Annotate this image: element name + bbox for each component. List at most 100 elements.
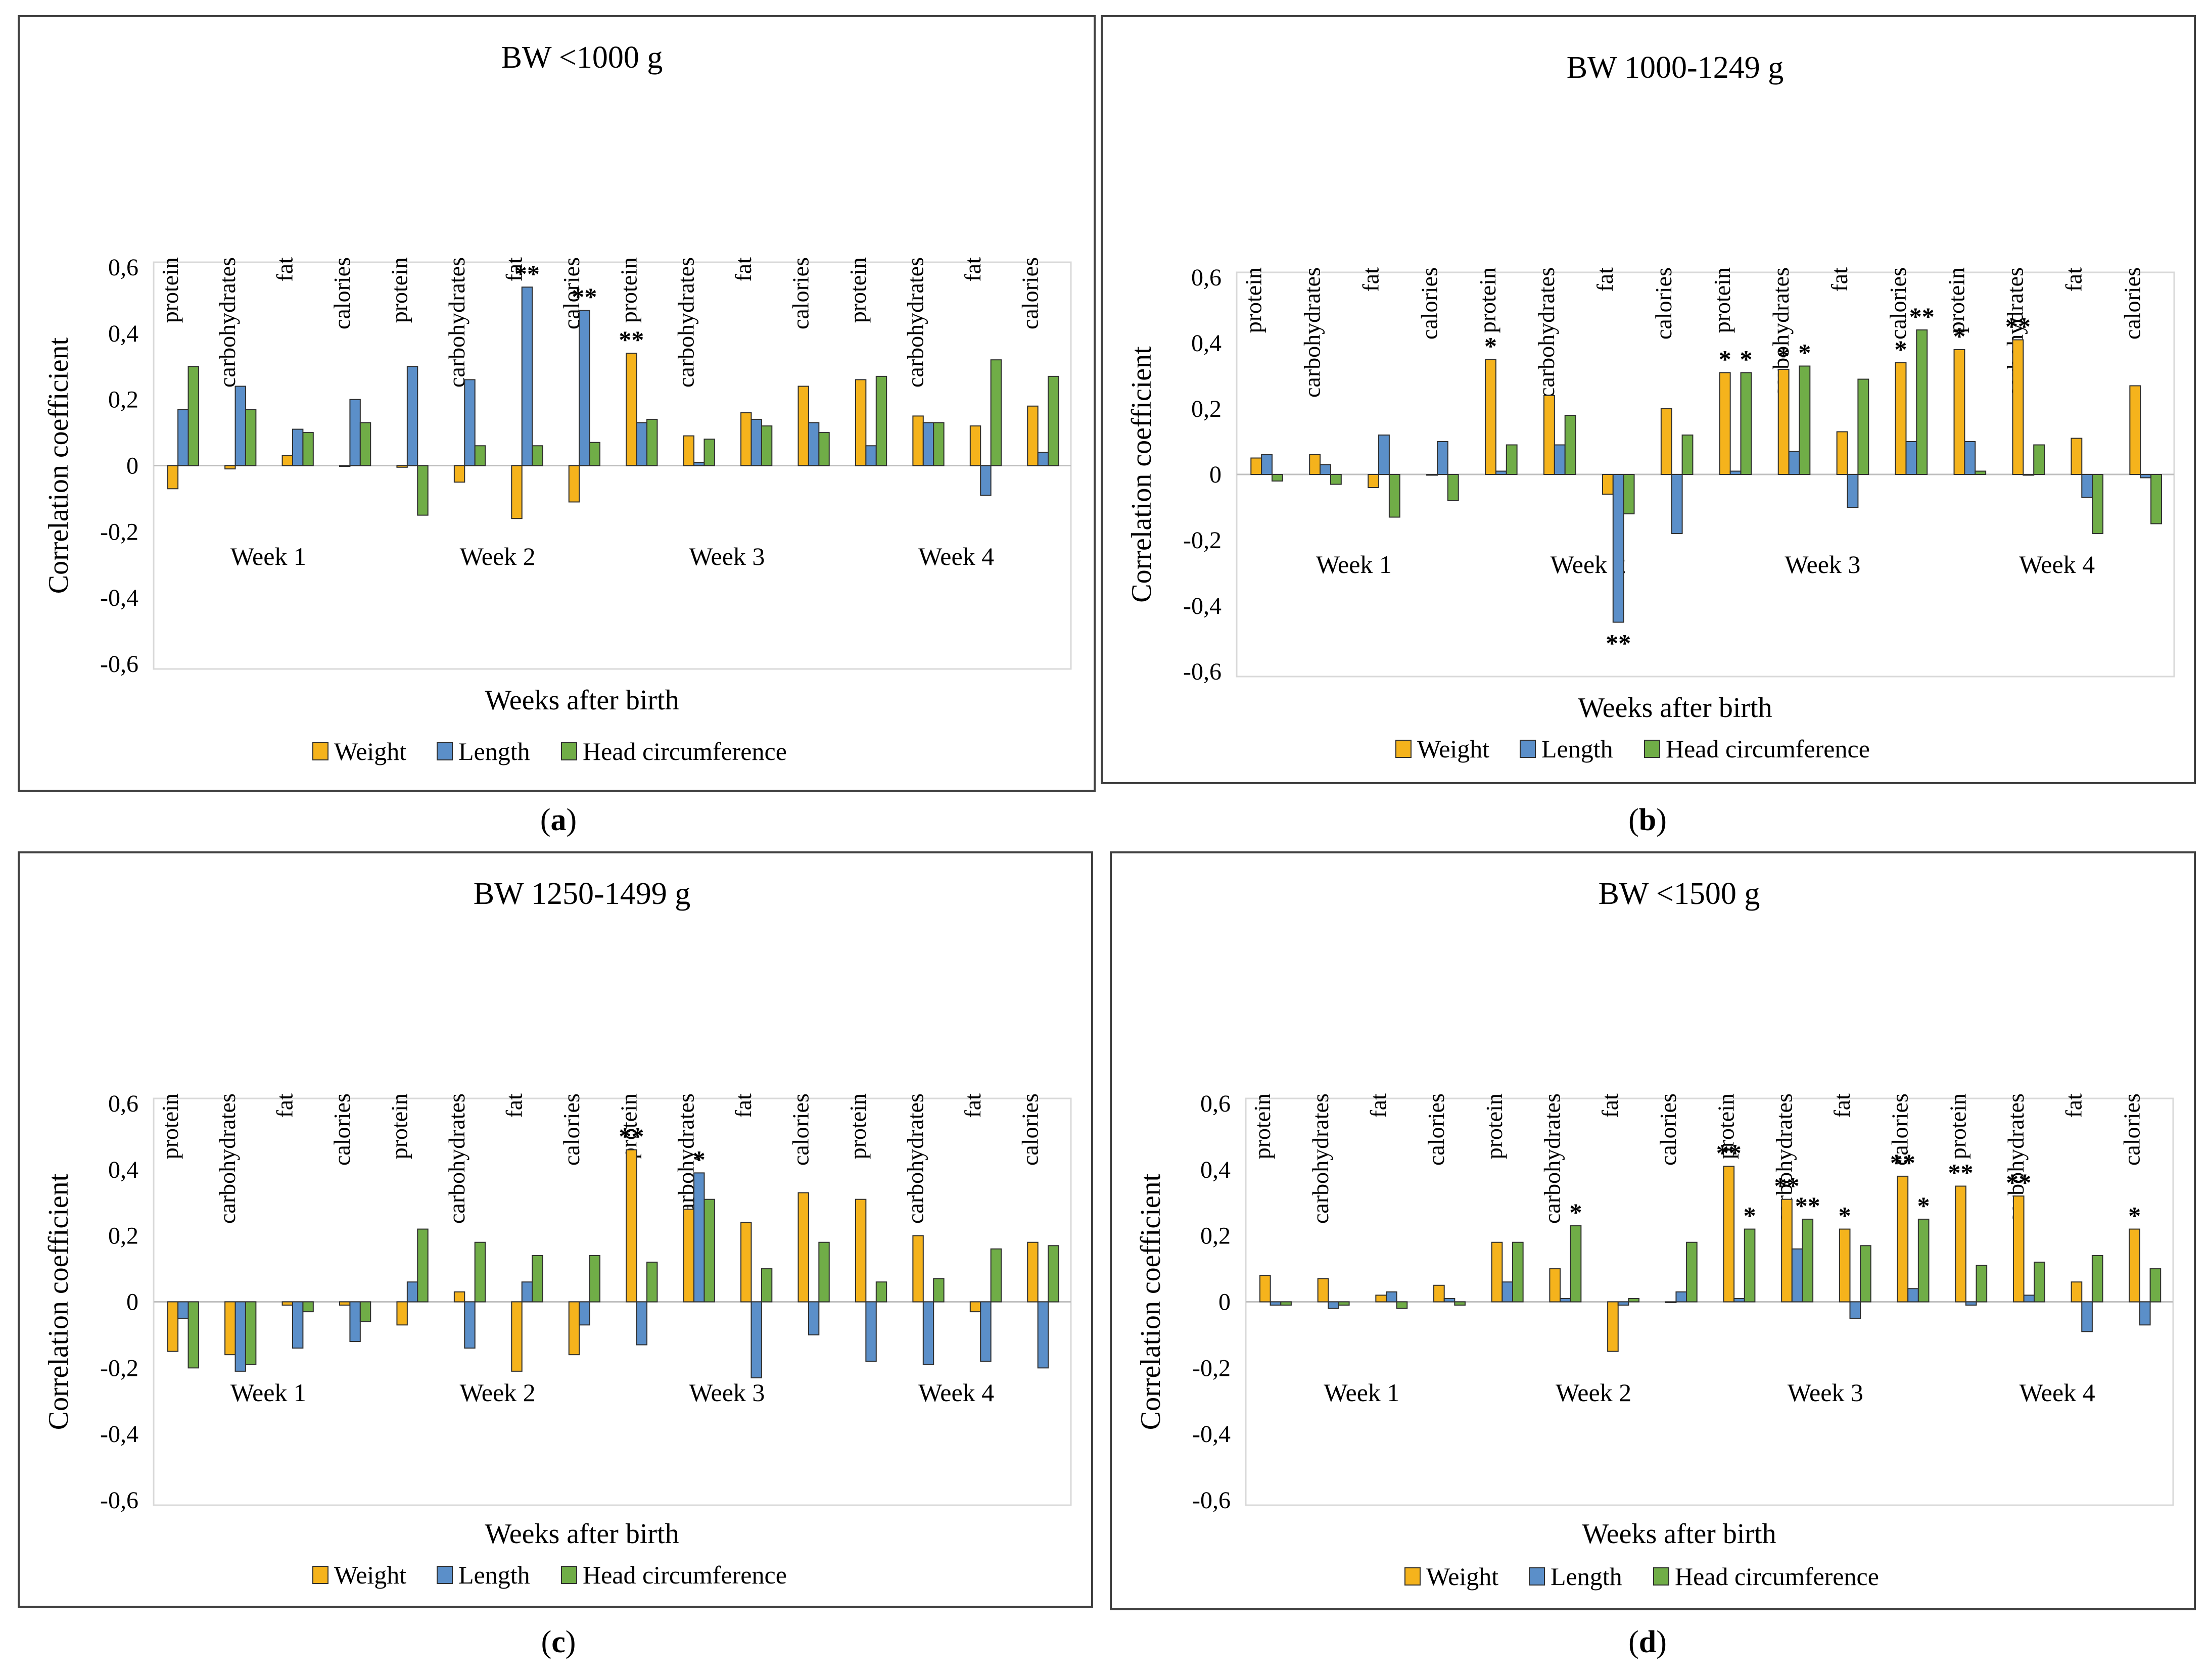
bar-head-circumference [302,432,314,466]
bar-weight [1895,362,1907,475]
bar-head-circumference [302,1301,314,1313]
category-label: carbohydrates [902,257,928,388]
bar-weight [1836,431,1848,475]
category-label: protein [157,257,183,323]
legend-swatch [312,742,328,760]
bar-weight [1027,405,1039,466]
bar-length [1443,1298,1455,1303]
bar-head-circumference [1396,1301,1408,1309]
significance-marker: ** [572,282,597,311]
bar-weight [167,465,179,490]
significance-marker: * [1570,1198,1582,1226]
group-label: Week 3 [1785,550,1860,579]
category-label: protein [1475,267,1500,333]
bar-head-circumference [187,1301,199,1369]
bar-length [1501,1281,1514,1303]
category-label: protein [387,1093,412,1159]
bar-head-circumference [875,375,887,466]
bar-weight [740,412,752,466]
legend-swatch [437,1566,453,1584]
chart-title: BW 1250-1499 g [474,877,690,911]
bar-weight [2071,438,2083,475]
bar-length [1554,444,1566,475]
bar-head-circumference [359,1301,371,1322]
caption-a: (a) [540,803,577,837]
y-axis-label: Correlation coefficient [43,337,74,594]
legend-label: Weight [334,737,406,765]
bar-weight [1665,1301,1677,1303]
significance-marker: * [1917,1191,1930,1220]
bar-length [2139,1301,2151,1326]
caption-letter-a: a [550,803,567,837]
bar-weight [912,1235,924,1303]
bar-weight [1897,1175,1909,1303]
bar-weight [1781,1198,1793,1303]
group-label: Week 3 [689,1378,765,1407]
bar-weight [453,1291,465,1303]
legend-label: Length [1551,1562,1622,1591]
bar-head-circumference [1570,1225,1582,1303]
bar-length [292,1301,304,1349]
significance-marker: ** [619,325,644,354]
bar-length [1791,1248,1803,1303]
category-label: carbohydrates [1307,1093,1333,1224]
bar-head-circumference [818,1241,830,1303]
bar-weight [2129,385,2141,475]
significance-marker: * [1744,1202,1756,1230]
y-tick-label: 0,2 [1200,1223,1231,1250]
bar-weight [797,1192,809,1303]
bar-head-circumference [646,1262,658,1303]
bar-length [234,386,246,466]
bar-length [922,422,934,466]
bar-length [292,428,304,466]
legend-swatch [1404,1567,1421,1586]
bar-head-circumference [1048,375,1059,466]
group-label: Week 2 [1556,1378,1631,1407]
group-label: Week 4 [918,1378,994,1407]
legend-label: Length [458,1561,530,1589]
significance-marker: ** [2005,312,2031,341]
bar-head-circumference [1628,1298,1640,1303]
bar-weight [339,1301,351,1306]
category-label: carbohydrates [1533,267,1559,398]
bar-weight [626,1149,637,1303]
category-label: calories [788,1093,814,1166]
group-label: Week 4 [2020,1378,2095,1407]
bar-length [1847,474,1859,508]
bar-length [1671,474,1683,534]
bar-head-circumference [1976,1265,1988,1303]
bar-weight [2012,1195,2025,1303]
bar-weight [740,1222,752,1303]
category-label: carbohydrates [673,257,699,388]
category-label: calories [1423,1093,1449,1166]
category-label: calories [1655,1093,1681,1166]
bar-head-circumference [1280,1301,1292,1306]
bar-head-circumference [1916,329,1928,475]
y-tick-label: 0,4 [108,1157,138,1183]
caption-c: (c) [541,1625,576,1659]
bar-weight [281,455,293,466]
significance-marker: ** [1909,302,1935,330]
y-tick-label: -0,6 [1183,658,1222,685]
bar-head-circumference [2034,1262,2045,1303]
bar-length [521,1281,533,1303]
bar-weight [396,1301,408,1326]
bar-weight [912,415,924,466]
caption-letter-d: d [1638,1625,1657,1659]
category-label: carbohydrates [1539,1093,1565,1224]
bar-weight [969,1301,981,1313]
bar-length [406,366,418,466]
chart-title: BW 1000-1249 g [1567,51,1783,85]
bar-weight [1719,372,1731,475]
y-tick-label: 0,2 [108,1223,138,1250]
bar-head-circumference [2092,474,2104,534]
bar-head-circumference [1681,435,1694,475]
category-label: calories [1017,257,1043,329]
bar-head-circumference [1272,474,1283,482]
bar-weight [855,1198,867,1303]
category-label: fat [960,1093,985,1118]
bar-length [177,409,189,466]
bar-head-circumference [417,1228,429,1303]
x-axis-label: Weeks after birth [1578,692,1772,724]
bar-head-circumference [1447,474,1459,501]
